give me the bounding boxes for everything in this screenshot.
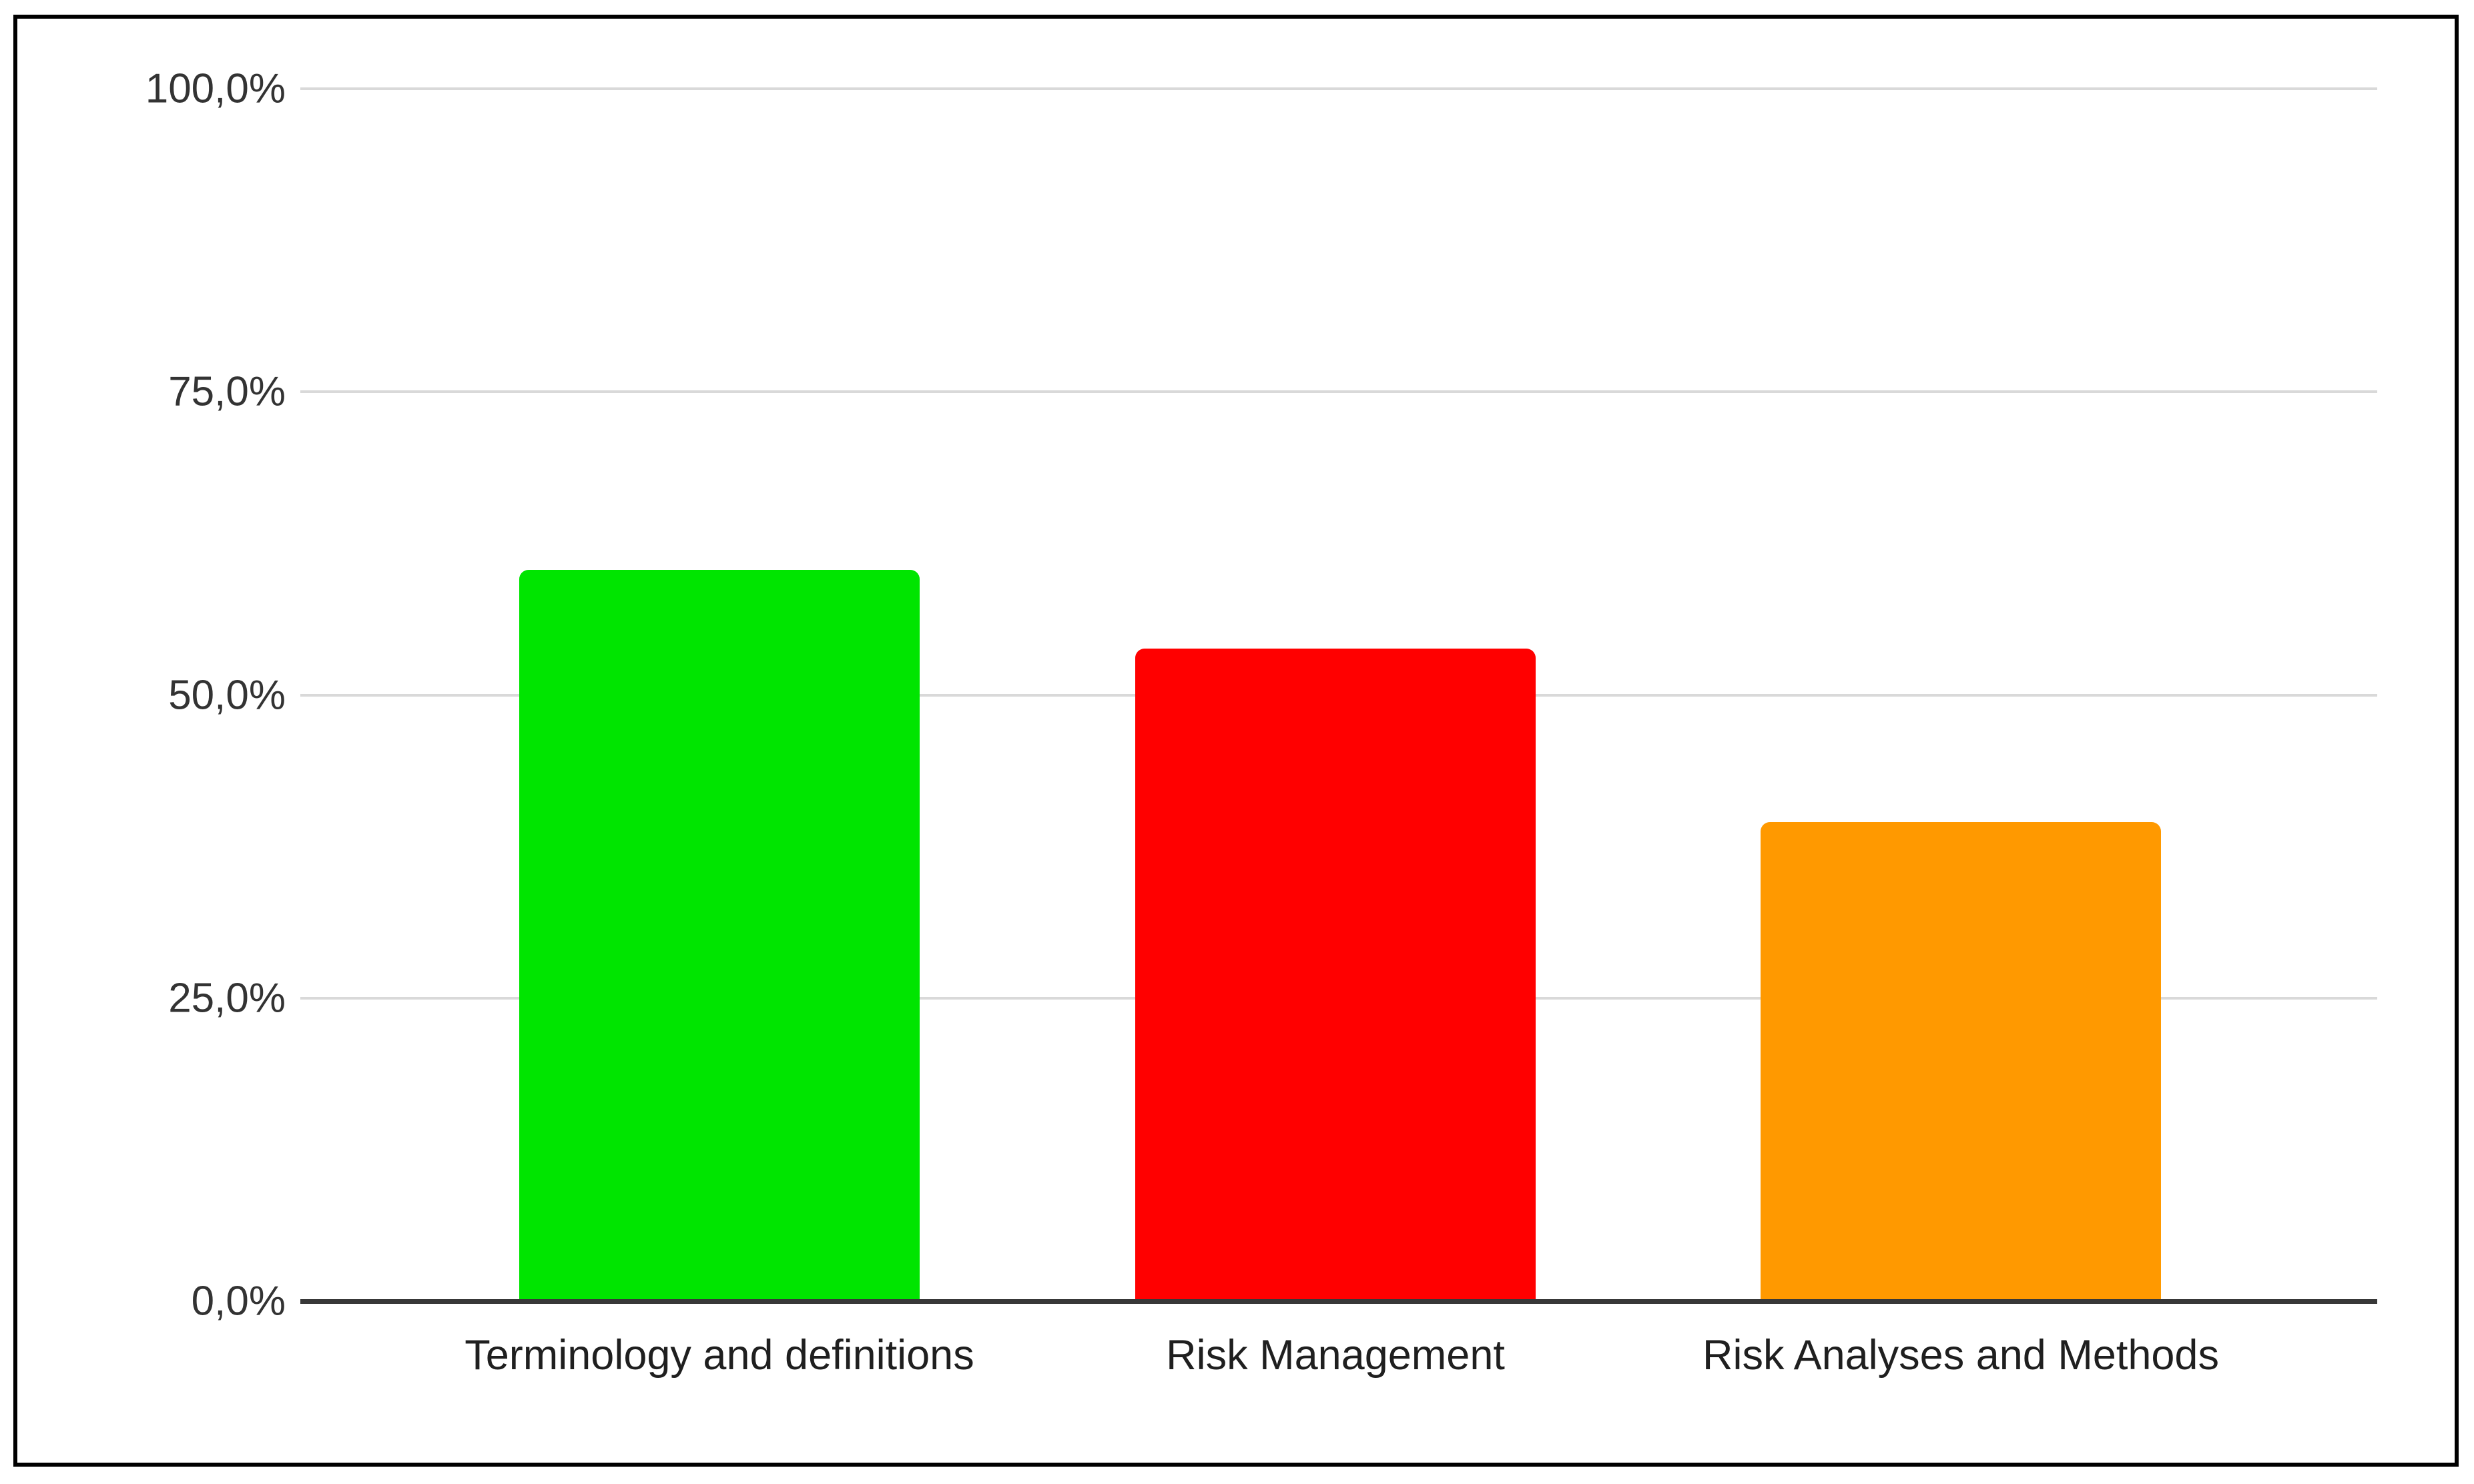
x-axis-category-label: Risk Management: [1166, 1332, 1505, 1379]
gridline-75: [300, 390, 2377, 394]
gridline-100: [300, 87, 2377, 90]
x-axis-line: [300, 1299, 2377, 1304]
bar-terminology-and-definitions[interactable]: [519, 570, 920, 1301]
y-axis-tick-label: 100,0%: [145, 65, 286, 112]
x-axis-category-label: Risk Analyses and Methods: [1703, 1332, 2219, 1379]
y-axis-tick-label: 75,0%: [168, 368, 286, 415]
bar-risk-management[interactable]: [1135, 649, 1536, 1301]
bar-risk-analyses-and-methods[interactable]: [1761, 822, 2161, 1301]
y-axis-tick-label: 0,0%: [191, 1278, 286, 1325]
y-axis-tick-label: 25,0%: [168, 975, 286, 1022]
x-axis-category-label: Terminology and definitions: [465, 1332, 974, 1379]
y-axis-tick-label: 50,0%: [168, 672, 286, 718]
chart-frame-border: 0,0% 25,0% 50,0% 75,0% 100,0% Terminology and…: [13, 15, 2459, 1467]
